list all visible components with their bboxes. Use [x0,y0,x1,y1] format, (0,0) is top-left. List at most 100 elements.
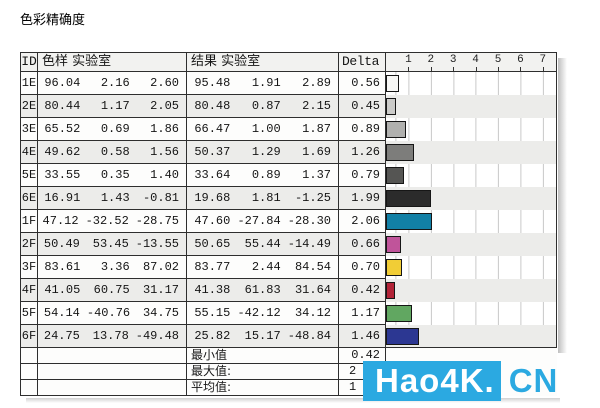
result-value: -42.12 [237,306,281,320]
sample-values-cell: 49.62 0.58 1.56 [38,141,187,164]
sample-value: 87.02 [142,260,179,274]
sample-values-cell: 33.55 0.35 1.40 [38,164,187,187]
table-row: 6E 16.91 1.43 -0.81 19.68 1.81 -1.25 1.99 [20,187,557,210]
sample-value: 0.69 [100,122,130,136]
chart-cell [386,187,557,210]
chart-cell [386,256,557,279]
delta-e-value-cell: 1.26 [339,141,386,164]
result-value: -48.84 [287,329,331,343]
chart-cell [386,164,557,187]
sample-value: 1.86 [150,122,179,136]
result-value: 25.82 [194,329,231,343]
chart-scale-tick [520,67,522,71]
sample-value: -13.55 [135,237,179,251]
row-id-cell: 2E [20,95,38,118]
result-value: 0.89 [251,168,281,182]
chart-cell [386,279,557,302]
table-row: 5E 33.55 0.35 1.40 33.64 0.89 1.37 0.79 [20,164,557,187]
result-value: 84.54 [294,260,331,274]
sample-value: 34.75 [142,306,179,320]
sample-value: 80.44 [44,99,81,113]
chart-cell [386,325,557,348]
sample-value: 2.05 [150,99,179,113]
header-delta-e: Delta E [339,52,386,72]
result-values-cell: 25.82 15.17 -48.84 [187,325,339,348]
chart-cell [386,210,557,233]
sample-value: -0.81 [142,191,179,205]
result-value: 34.12 [294,306,331,320]
result-value: 2.44 [251,260,281,274]
result-values-cell: 80.48 0.87 2.15 [187,95,339,118]
sample-value: 41.05 [44,283,81,297]
header-id: ID [20,52,38,72]
sample-value: 0.35 [100,168,130,182]
watermark-suffix-text: CN [508,362,559,399]
result-values-cell: 55.15 -42.12 34.12 [187,302,339,325]
sample-value: -49.48 [135,329,179,343]
delta-e-bar [386,236,401,253]
sample-value: 47.12 [42,214,79,228]
sample-value: 1.40 [150,168,179,182]
chart-scale-tick [408,67,410,71]
sample-values-cell: 54.14 -40.76 34.75 [38,302,187,325]
sample-values-cell: 24.75 13.78 -49.48 [38,325,187,348]
table-header-row: ID 色样 实验室 结果 实验室 Delta E 1 2 3 4 5 6 7 [20,52,557,72]
chart-cell [386,141,557,164]
delta-e-bar [386,282,395,299]
table-row: 4E 49.62 0.58 1.56 50.37 1.29 1.69 1.26 [20,141,557,164]
row-id-cell: 6E [20,187,38,210]
sample-value: 1.56 [150,145,179,159]
summary-row: 最小值 0.42 [20,348,557,364]
result-values-cell: 19.68 1.81 -1.25 [187,187,339,210]
sample-value: 1.17 [100,99,130,113]
table-row: 4F 41.05 60.75 31.17 41.38 61.83 31.64 0.42 [20,279,557,302]
chart-scale-label: 4 [472,54,479,66]
delta-e-bar [386,144,414,161]
result-values-cell: 66.47 1.00 1.87 [187,118,339,141]
result-value: 95.48 [194,76,231,90]
sample-values-cell: 47.12 -32.52 -28.75 [38,210,187,233]
chart-scale-label: 5 [494,54,502,66]
row-id-cell: 3E [20,118,38,141]
result-values-cell: 41.38 61.83 31.64 [187,279,339,302]
summary-label: 平均值: [187,380,339,396]
sample-value: -32.52 [85,214,129,228]
result-value: -1.25 [294,191,331,205]
empty-sample-cell [38,348,187,364]
row-id-cell: 6F [20,325,38,348]
sample-value: 16.91 [44,191,81,205]
result-value: 83.77 [194,260,231,274]
table-row: 1E 96.04 2.16 2.60 95.48 1.91 2.89 0.56 [20,72,557,95]
chart-scale-header: 1 2 3 4 5 6 7 [386,52,557,72]
row-id-cell: 5E [20,164,38,187]
delta-e-bar [386,98,396,115]
watermark-box-text: Hao4K. [363,361,501,401]
delta-e-value-cell: 1.17 [339,302,386,325]
table-drop-shadow-right [558,58,567,353]
page-title: 色彩精确度 [20,13,86,28]
sample-value: 33.55 [44,168,81,182]
row-id-cell: 1F [20,210,38,233]
row-id-cell: 3F [20,256,38,279]
sample-value: 13.78 [92,329,129,343]
delta-e-value-cell: 1.99 [339,187,386,210]
result-value: 66.47 [194,122,231,136]
sample-value: 1.43 [100,191,130,205]
result-value: 0.87 [251,99,281,113]
chart-cell [386,302,557,325]
sample-value: 2.16 [100,76,130,90]
sample-value: 96.04 [44,76,81,90]
result-value: 31.64 [294,283,331,297]
chart-scale-label: 7 [539,54,547,66]
result-value: -27.84 [237,214,281,228]
result-value: 33.64 [194,168,231,182]
table-row: 5F 54.14 -40.76 34.75 55.15 -42.12 34.12 1.17 [20,302,557,325]
sample-values-cell: 83.61 3.36 87.02 [38,256,187,279]
chart-scale-label: 2 [427,54,435,66]
chart-empty-area [386,348,557,364]
sample-value: 83.61 [44,260,81,274]
delta-e-value-cell: 0.56 [339,72,386,95]
result-value: 15.17 [244,329,281,343]
result-value: 50.65 [194,237,231,251]
delta-e-bar [386,328,419,345]
